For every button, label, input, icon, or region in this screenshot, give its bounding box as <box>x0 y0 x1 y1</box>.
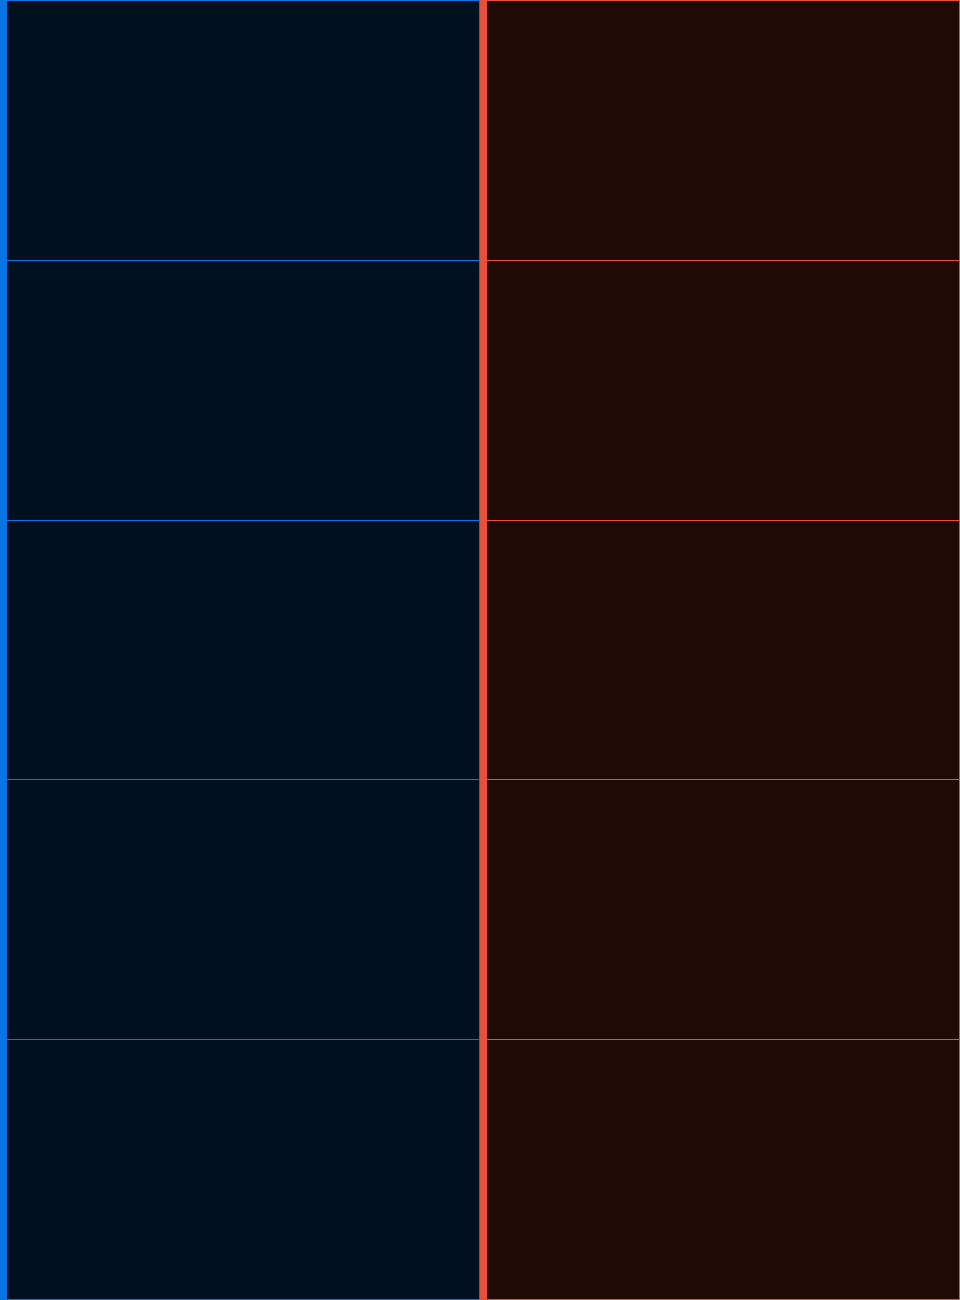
left-cell-5 <box>7 1039 480 1300</box>
left-column <box>0 0 480 1300</box>
left-cell-1 <box>7 0 480 260</box>
right-cell-4 <box>487 779 960 1040</box>
right-cell-2 <box>487 259 960 520</box>
left-cell-2 <box>7 259 480 520</box>
right-cell-5 <box>487 1039 960 1300</box>
right-cell-1 <box>487 0 960 260</box>
left-cell-4 <box>7 779 480 1040</box>
right-cell-3 <box>487 519 960 780</box>
left-cell-3 <box>7 519 480 780</box>
right-column <box>480 0 960 1300</box>
